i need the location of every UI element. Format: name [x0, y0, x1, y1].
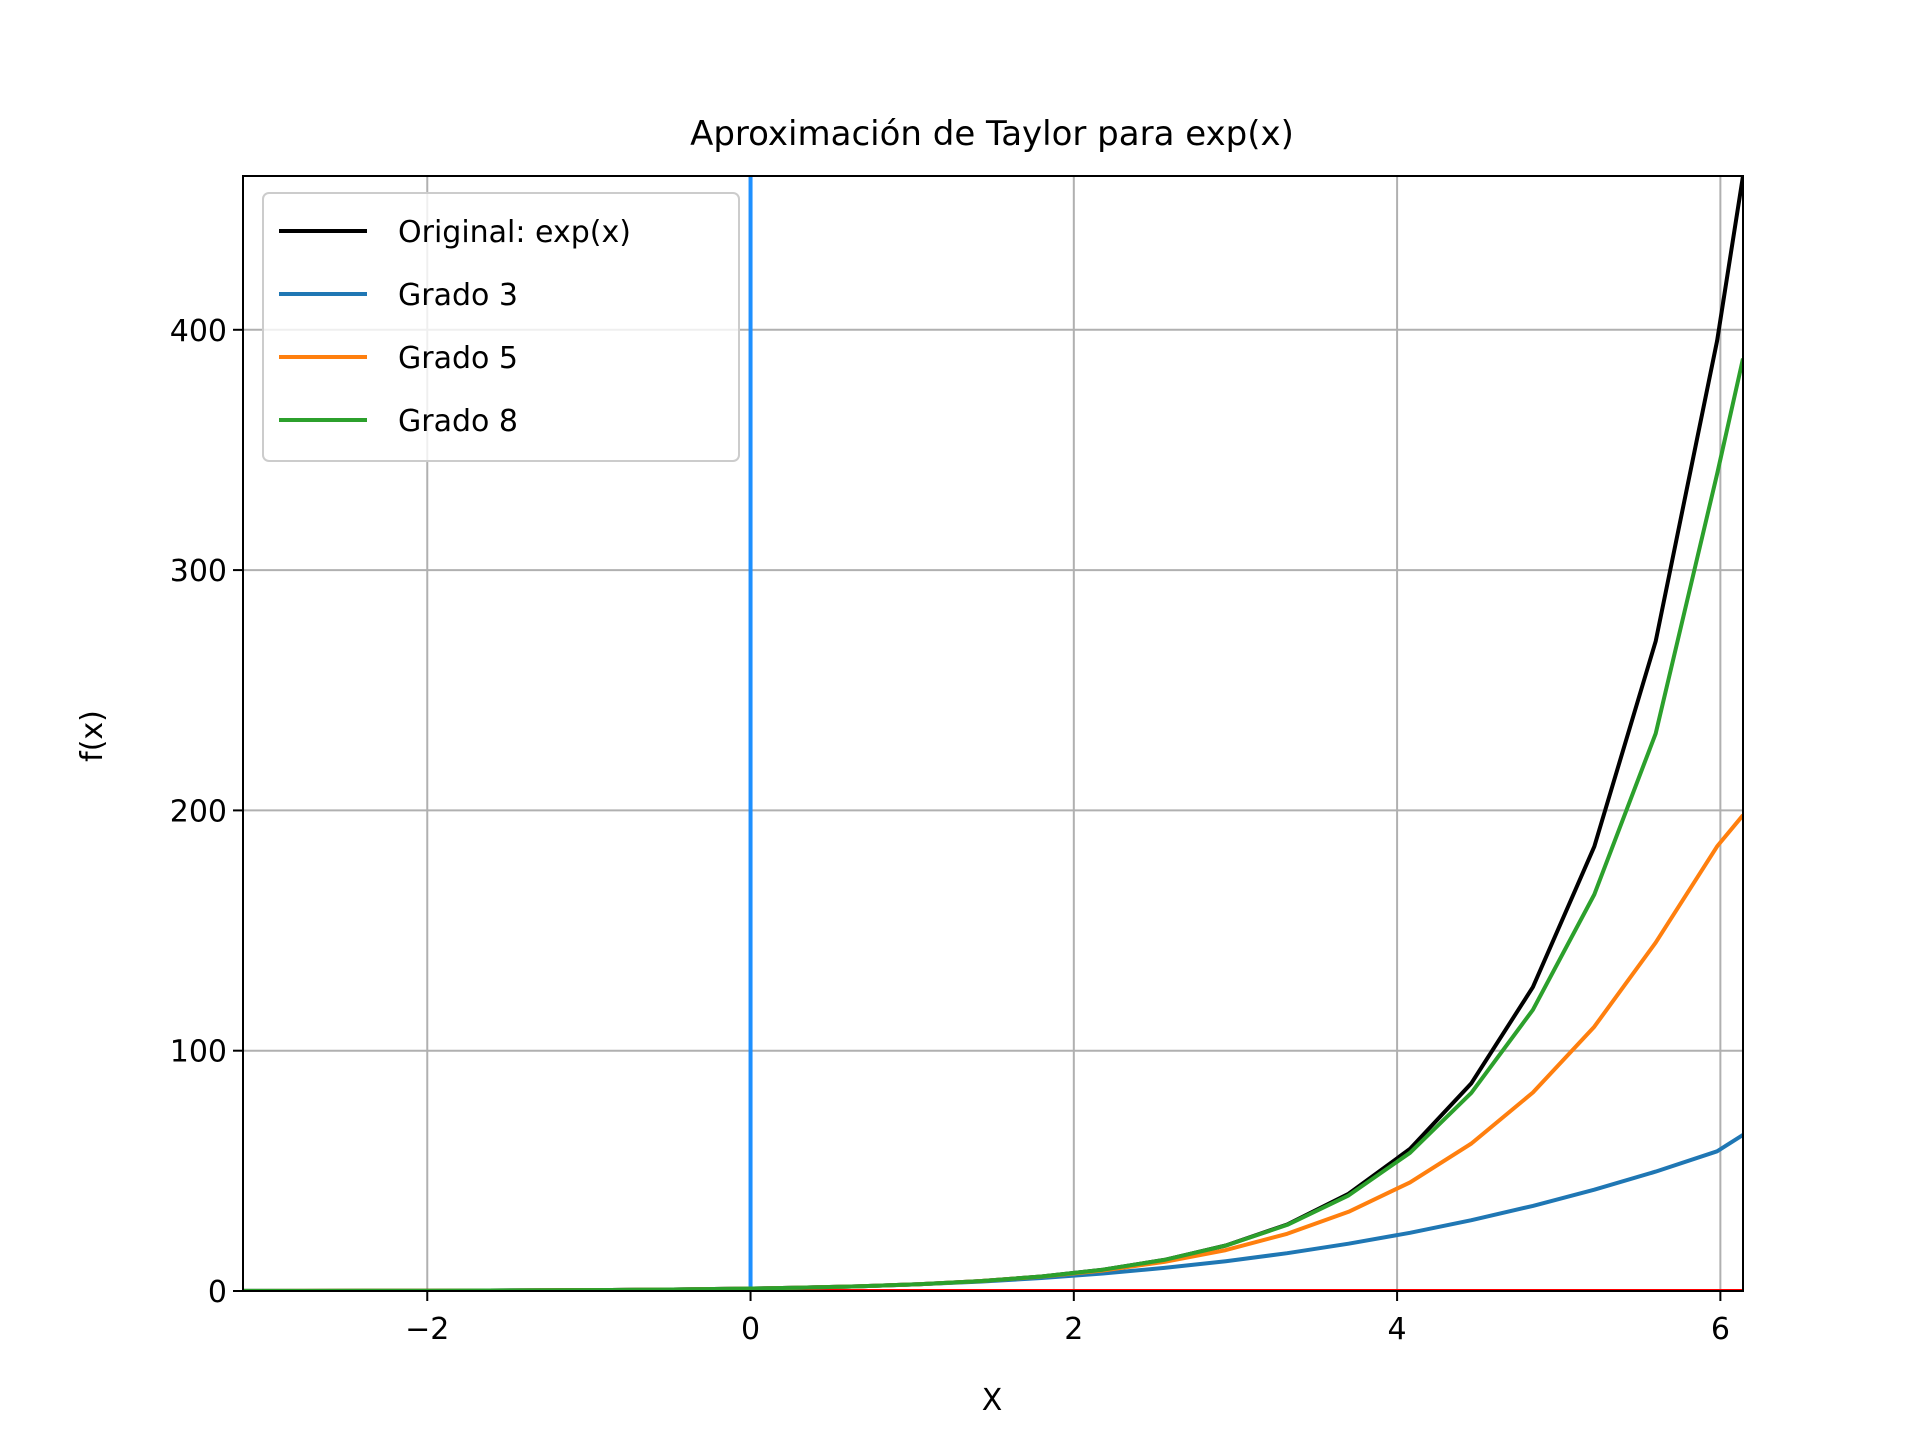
legend-label: Original: exp(x) [398, 215, 631, 250]
chart-title: Aproximación de Taylor para exp(x) [690, 114, 1294, 154]
reference-lines [243, 176, 1743, 1291]
x-axis-label: X [982, 1383, 1003, 1418]
legend: Original: exp(x) Grado 3 Grado 5 Grado 8 [262, 192, 740, 462]
legend-label: Grado 8 [398, 404, 518, 439]
legend-label: Grado 3 [398, 278, 518, 313]
x-tick-label: −2 [405, 1312, 449, 1347]
x-tick-label: 6 [1711, 1312, 1730, 1347]
x-tick-label: 0 [741, 1312, 760, 1347]
y-tick-label: 200 [170, 794, 227, 829]
y-tick-label: 0 [208, 1275, 227, 1310]
legend-label: Grado 5 [398, 341, 518, 376]
y-axis-label: f(x) [75, 710, 110, 762]
legend-box [262, 192, 740, 462]
y-tick-label: 400 [170, 314, 227, 349]
x-tick-label: 4 [1388, 1312, 1407, 1347]
y-tick-label: 100 [170, 1035, 227, 1070]
x-tick-label: 2 [1064, 1312, 1083, 1347]
ticks: −2 0 2 4 6 0 100 200 300 400 [170, 314, 1730, 1347]
plot-frame [242, 175, 1744, 1292]
y-tick-label: 300 [170, 554, 227, 589]
